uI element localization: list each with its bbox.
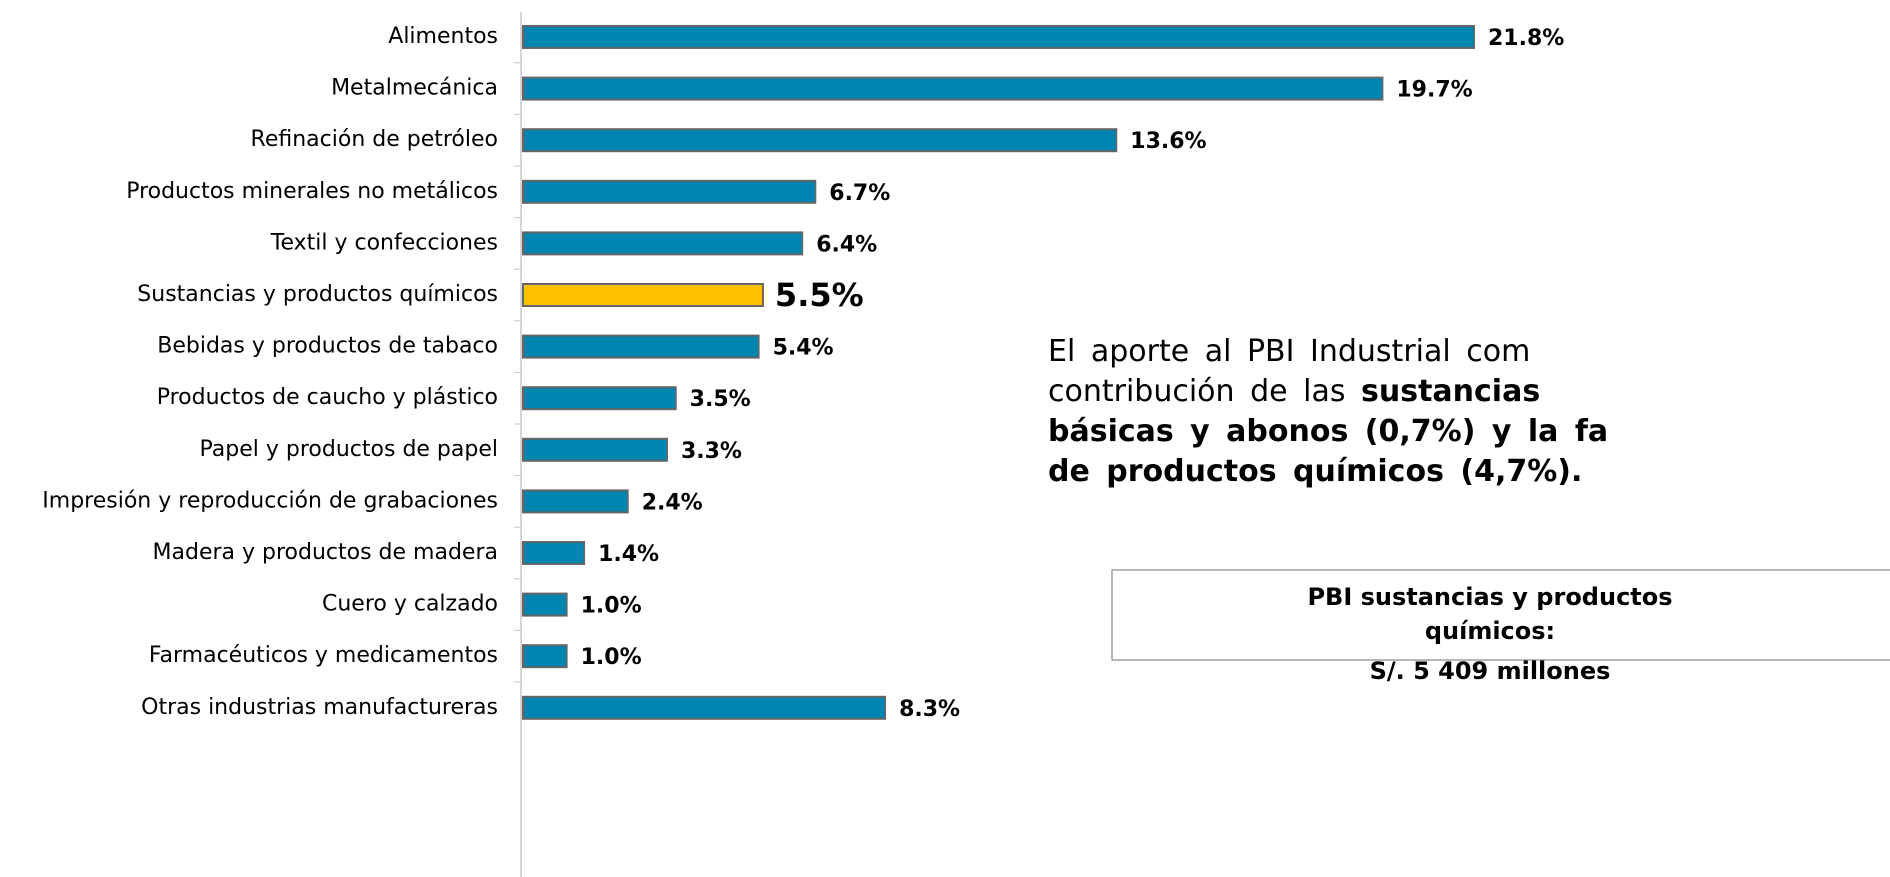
y-tick-label: Impresión y reproducción de grabaciones: [42, 488, 498, 513]
y-tick-label: Sustancias y productos químicos: [137, 282, 498, 307]
data-label: 1.4%: [598, 542, 659, 567]
y-tick-label: Refinación de petróleo: [251, 127, 498, 152]
bar: [522, 25, 1475, 49]
data-label: 13.6%: [1130, 129, 1206, 154]
data-label: 21.8%: [1488, 26, 1564, 51]
data-label: 1.0%: [581, 645, 642, 670]
y-tick-label: Textil y confecciones: [270, 230, 498, 255]
data-label: 6.4%: [816, 232, 877, 257]
y-tick-label: Productos minerales no metálicos: [126, 179, 498, 204]
annotation-line: El aporte al PBI Industrial com: [1048, 334, 1530, 369]
annotation-text: de productos químicos (4,7%).: [1048, 454, 1582, 489]
bar: [522, 128, 1118, 153]
box-text: S/. 5 409 millones: [1370, 657, 1611, 685]
data-label: 6.7%: [829, 181, 890, 206]
y-tick-label: Papel y productos de papel: [200, 437, 498, 462]
bar: [522, 695, 887, 720]
data-label: 5.4%: [773, 336, 834, 361]
bar: [522, 283, 764, 307]
y-tick-label: Productos de caucho y plástico: [157, 385, 498, 410]
bar: [522, 386, 677, 411]
annotation-line: básicas y abonos (0,7%) y la fa: [1048, 414, 1608, 449]
bar: [522, 76, 1384, 101]
y-tick-label: Otras industrias manufactureras: [141, 695, 498, 720]
bar: [522, 334, 760, 359]
y-tick-label: Farmacéuticos y medicamentos: [149, 643, 498, 668]
bar: [522, 231, 804, 256]
data-label: 19.7%: [1396, 78, 1472, 103]
bar: [522, 592, 568, 617]
bar: [522, 437, 668, 462]
bar: [522, 179, 817, 204]
y-tick-label: Metalmecánica: [331, 76, 498, 101]
data-label: 2.4%: [642, 490, 703, 515]
annotation-line: de productos químicos (4,7%).: [1048, 454, 1582, 489]
info-box: [1111, 569, 1890, 661]
box-text: químicos:: [1425, 617, 1555, 645]
y-tick-label: Bebidas y productos de tabaco: [157, 334, 498, 359]
annotation-line: contribución de las sustancias: [1048, 374, 1540, 409]
y-tick-label: Cuero y calzado: [322, 592, 498, 617]
data-label: 1.0%: [581, 594, 642, 619]
bar: [522, 644, 568, 669]
data-label: 3.3%: [681, 439, 742, 464]
box-text: PBI sustancias y productos: [1307, 583, 1672, 611]
bar: [522, 541, 586, 565]
annotation-text: contribución de las: [1048, 374, 1361, 409]
annotation-text: sustancias: [1361, 374, 1540, 409]
annotation-text: El aporte al PBI Industrial com: [1048, 334, 1530, 369]
data-label: 3.5%: [690, 387, 751, 412]
data-label: 5.5%: [775, 276, 864, 314]
y-tick-label: Madera y productos de madera: [153, 540, 498, 565]
data-label: 8.3%: [899, 697, 960, 722]
bar: [522, 489, 629, 514]
y-tick-label: Alimentos: [388, 24, 498, 49]
annotation-text: básicas y abonos (0,7%) y la fa: [1048, 414, 1608, 449]
